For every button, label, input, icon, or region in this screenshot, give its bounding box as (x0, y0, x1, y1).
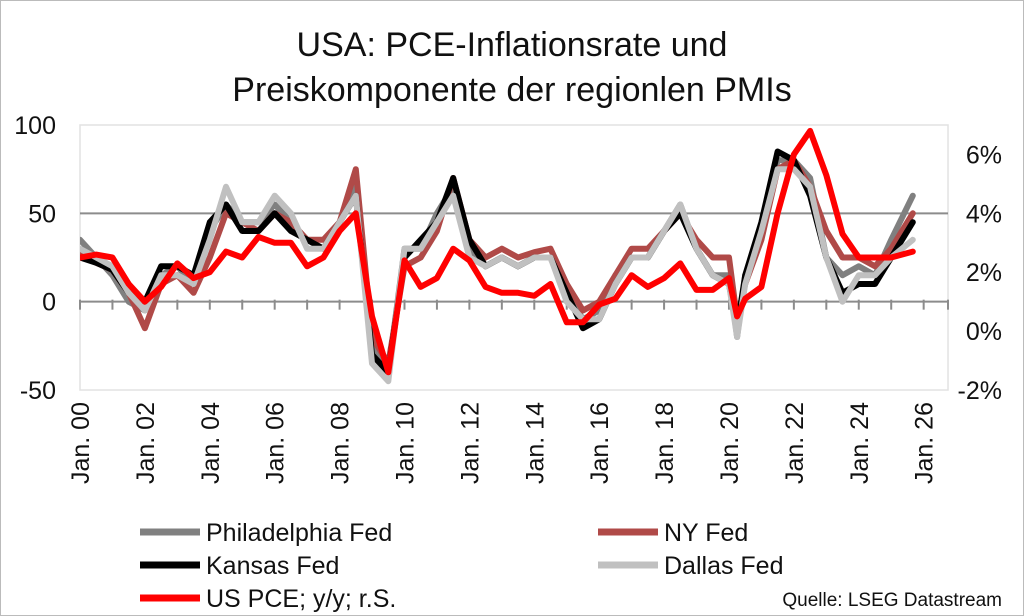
source-note: Quelle: LSEG Datastream (782, 590, 1002, 611)
left-tick-label: 0 (42, 289, 56, 317)
legend-label: NY Fed (664, 519, 748, 547)
series-line-dallas (80, 166, 916, 385)
chart-title-line-1: USA: PCE-Inflationsrate und (297, 26, 728, 64)
legend-label: Kansas Fed (206, 552, 339, 580)
right-tick-label: 0% (966, 318, 1002, 346)
x-tick-label: Jan. 08 (327, 402, 355, 484)
x-tick-label: Jan. 00 (67, 402, 95, 484)
x-tick-label: Jan. 18 (651, 402, 679, 484)
x-tick-label: Jan. 22 (781, 402, 809, 484)
legend-label: US PCE; y/y; r.S. (206, 585, 396, 613)
series-line-us (80, 127, 916, 376)
right-tick-label: 4% (966, 200, 1002, 228)
x-tick-label: Jan. 26 (911, 402, 939, 484)
x-tick-label: Jan. 14 (521, 402, 549, 484)
x-tick-label: Jan. 04 (197, 402, 225, 484)
right-tick-label: 6% (966, 141, 1002, 169)
x-tick-label: Jan. 24 (846, 402, 874, 484)
left-tick-label: -50 (20, 377, 56, 405)
right-tick-label: -2% (958, 377, 1002, 405)
x-tick-label: Jan. 12 (456, 402, 484, 484)
chart-title-line-2: Preiskomponente der regionlen PMIs (232, 71, 791, 109)
x-tick-label: Jan. 16 (586, 402, 614, 484)
left-tick-label: 50 (28, 200, 56, 228)
legend-label: Dallas Fed (664, 552, 784, 580)
legend-label: Philadelphia Fed (206, 519, 392, 547)
x-tick-label: Jan. 02 (132, 402, 160, 484)
x-tick-label: Jan. 20 (716, 402, 744, 484)
left-tick-label: 100 (14, 112, 56, 140)
x-tick-label: Jan. 06 (262, 402, 290, 484)
x-tick-label: Jan. 10 (391, 402, 419, 484)
right-tick-label: 2% (966, 259, 1002, 287)
